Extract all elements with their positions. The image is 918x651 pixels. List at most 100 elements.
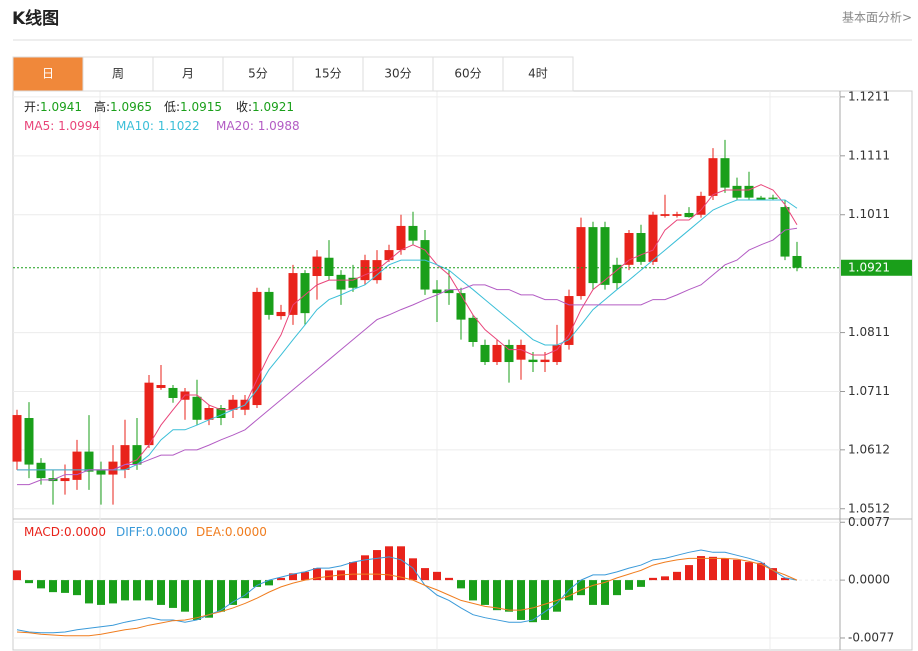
- macd-bar: [361, 555, 369, 581]
- candle-body: [264, 291, 274, 315]
- tab-label[interactable]: 5分: [248, 67, 268, 81]
- candle-body: [732, 185, 742, 198]
- macd-bar: [601, 580, 609, 605]
- candle-body: [60, 478, 70, 482]
- candle-body: [708, 158, 718, 196]
- macd-bar: [733, 559, 741, 581]
- macd-bar: [25, 580, 33, 584]
- macd-bar: [37, 580, 45, 589]
- tab-label[interactable]: 30分: [384, 67, 411, 81]
- y-tick-label: 1.0711: [848, 384, 890, 398]
- ohlc-legend: 开:1.0941: [24, 100, 82, 114]
- candle-body: [276, 311, 286, 317]
- macd-bar: [553, 580, 561, 612]
- macd-bar: [97, 580, 105, 605]
- ma-sep: :: [250, 119, 258, 133]
- macd-bar: [301, 571, 309, 581]
- tab-label[interactable]: 日: [42, 67, 54, 81]
- tab-label[interactable]: 4时: [528, 67, 548, 81]
- candle-body: [132, 445, 142, 465]
- macd-bar: [481, 580, 489, 605]
- macd-bar: [625, 580, 633, 590]
- macd-bar: [433, 571, 441, 581]
- macd-bar: [541, 580, 549, 620]
- macd-bar: [85, 580, 93, 604]
- tab-label[interactable]: 60分: [454, 67, 481, 81]
- ma-name: MA5: [24, 119, 50, 133]
- ma-name: MA20: [216, 119, 250, 133]
- macd-bar: [577, 580, 585, 596]
- candle-body: [156, 385, 166, 388]
- macd-bar: [493, 580, 501, 611]
- tab[interactable]: [292, 56, 364, 92]
- macd-legend: DEA:0.0000: [196, 525, 267, 539]
- candle-body: [384, 250, 394, 261]
- tab[interactable]: [222, 56, 294, 92]
- candle-body: [636, 233, 646, 262]
- candle-body: [408, 225, 418, 241]
- tab-label[interactable]: 15分: [314, 67, 341, 81]
- macd-bar: [769, 568, 777, 581]
- fundamental-link[interactable]: 基本面分析>: [842, 11, 912, 25]
- candle-body: [168, 387, 178, 398]
- macd-line: [16, 557, 798, 637]
- candle-body: [780, 207, 790, 257]
- candle-body: [120, 445, 130, 470]
- candle-body: [336, 274, 346, 290]
- macd-sep: :: [142, 525, 146, 539]
- ohlc-label: 高:: [94, 99, 110, 114]
- macd-name: DIFF: [116, 525, 143, 539]
- last-price-label: 1.0921: [848, 260, 890, 274]
- ma-value: 1.1022: [158, 119, 200, 133]
- macd-bar: [529, 580, 537, 623]
- page-title: K线图: [12, 8, 59, 29]
- candle-body: [312, 256, 322, 277]
- macd-bar: [193, 580, 201, 620]
- y-tick-label: 1.1211: [848, 89, 890, 103]
- candle-body: [516, 344, 526, 360]
- macd-bar: [145, 580, 153, 601]
- ohlc-legend: 高:1.0965: [94, 99, 152, 114]
- ohlc-label: 收:: [236, 100, 252, 114]
- candle-body: [228, 399, 238, 410]
- ohlc-value: 1.0965: [110, 100, 152, 114]
- candle-body: [96, 469, 106, 475]
- tab-label[interactable]: 周: [112, 67, 124, 81]
- ohlc-legend: 低:1.0915: [164, 100, 222, 114]
- y-tick-label: 1.0811: [848, 325, 890, 339]
- candle-body: [576, 227, 586, 297]
- macd-bar: [205, 580, 213, 618]
- macd-bar: [409, 558, 417, 581]
- candle-body: [720, 158, 730, 188]
- ma-line: [17, 184, 798, 471]
- tab-label[interactable]: 月: [182, 67, 194, 81]
- candle-body: [744, 185, 754, 198]
- ohlc-label: 开:: [24, 100, 40, 114]
- candle-body: [564, 296, 574, 345]
- candle-body: [540, 359, 550, 363]
- macd-name: MACD: [24, 525, 60, 539]
- macd-value: 0.0000: [64, 525, 106, 539]
- macd-bar: [505, 580, 513, 612]
- macd-bar: [745, 562, 753, 581]
- macd-bar: [385, 546, 393, 581]
- y-tick-label: 1.0512: [848, 501, 890, 515]
- macd-bar: [217, 580, 225, 612]
- candle-body: [432, 289, 442, 294]
- macd-bar: [277, 577, 285, 581]
- macd-bar: [13, 570, 21, 581]
- macd-line: [16, 549, 798, 634]
- chart-frame: [12, 90, 913, 651]
- tab[interactable]: [362, 56, 434, 92]
- macd-sep: :: [60, 525, 64, 539]
- macd-bar: [349, 562, 357, 581]
- candle-body: [348, 277, 358, 288]
- y-tick-label: 0.0077: [848, 515, 890, 529]
- macd-bar: [289, 573, 297, 581]
- macd-bar: [781, 577, 789, 581]
- tab[interactable]: [12, 56, 84, 92]
- candle-body: [72, 451, 82, 480]
- tab[interactable]: [502, 56, 574, 92]
- macd-bar: [373, 550, 381, 581]
- tab[interactable]: [432, 56, 504, 92]
